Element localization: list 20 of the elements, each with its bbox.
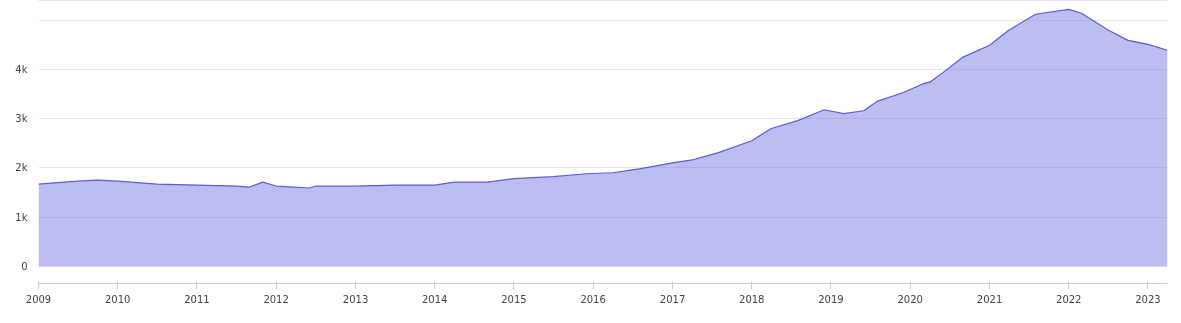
x-tick-label: 2018	[739, 293, 765, 305]
x-tick-label: 2010	[104, 293, 131, 305]
x-tick-label: 2020	[897, 293, 923, 305]
x-tick-label: 2014	[422, 293, 448, 305]
x-tick-label: 2013	[342, 293, 369, 305]
y-tick-label: 4k	[15, 63, 28, 75]
x-tick-label: 2022	[1056, 293, 1082, 305]
x-tick-label: 2012	[263, 293, 289, 305]
x-tick-label: 2017	[659, 293, 686, 305]
y-tick-label: 0	[21, 260, 28, 272]
x-tick-label: 2011	[184, 293, 210, 305]
x-tick-label: 2023	[1135, 293, 1161, 305]
y-tick-label: 3k	[15, 113, 28, 125]
x-tick-label: 2021	[976, 293, 1003, 305]
y-tick-label: 2k	[15, 162, 28, 174]
x-tick-label: 2009	[25, 293, 52, 305]
y-tick-label: 1k	[15, 211, 28, 223]
x-tick-label: 2015	[501, 293, 527, 305]
x-tick-label: 2016	[580, 293, 606, 305]
x-tick-label: 2019	[818, 293, 844, 305]
